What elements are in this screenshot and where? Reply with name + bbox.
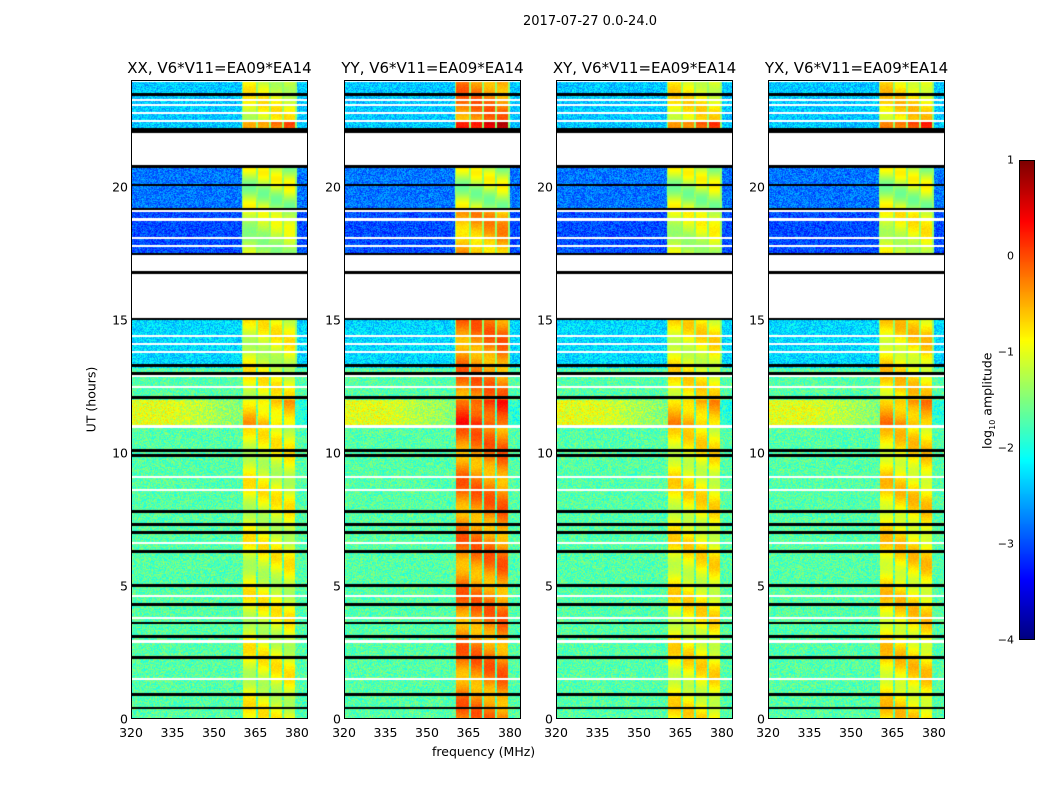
colorbar-tick-label: −3 xyxy=(997,537,1014,551)
y-tick-label: 5 xyxy=(757,578,765,594)
y-tick-label: 0 xyxy=(545,711,553,727)
x-tick-label: 380 xyxy=(498,725,522,740)
x-tick-label: 320 xyxy=(544,725,568,740)
panel-title: XY, V6*V11=EA09*EA14 xyxy=(552,59,737,77)
x-tick-label: 380 xyxy=(922,725,946,740)
heatmap-cells xyxy=(132,81,307,718)
x-tick-label: 365 xyxy=(668,725,693,740)
heatmap-cells xyxy=(769,81,944,718)
x-tick-label: 350 xyxy=(627,725,651,740)
heatmap-cells xyxy=(345,81,520,718)
x-tick-label: 335 xyxy=(585,725,610,740)
y-tick-label: 15 xyxy=(537,312,553,328)
y-axis-label: UT (hours) xyxy=(83,366,99,433)
y-tick-label: 5 xyxy=(545,578,553,594)
colorbar-tick-label: −2 xyxy=(997,441,1014,455)
y-tick-label: 10 xyxy=(537,445,553,461)
y-tick-label: 10 xyxy=(749,445,765,461)
y-tick-label: 15 xyxy=(325,312,341,328)
y-tick-label: 5 xyxy=(333,578,341,594)
y-tick-label: 5 xyxy=(120,578,128,594)
y-tick-label: 10 xyxy=(112,445,128,461)
y-tick-label: 0 xyxy=(757,711,765,727)
x-tick-label: 365 xyxy=(880,725,905,740)
panel-title: YY, V6*V11=EA09*EA14 xyxy=(341,59,524,77)
colorbar-tick-label: −4 xyxy=(997,633,1014,647)
x-tick-label: 380 xyxy=(710,725,734,740)
x-tick-label: 320 xyxy=(119,725,143,740)
x-tick-label: 365 xyxy=(243,725,268,740)
y-tick-label: 0 xyxy=(333,711,341,727)
x-axis-label: frequency (MHz) xyxy=(432,744,536,759)
x-tick-label: 320 xyxy=(332,725,356,740)
x-tick-label: 335 xyxy=(373,725,398,740)
y-tick-label: 20 xyxy=(112,179,128,194)
panel-title: YX, V6*V11=EA09*EA14 xyxy=(764,59,949,77)
y-tick-label: 20 xyxy=(537,179,553,194)
y-tick-label: 20 xyxy=(325,179,341,194)
figure-title: 2017-07-27 0.0-24.0 xyxy=(523,14,657,29)
y-tick-label: 15 xyxy=(749,312,765,328)
heatmap-panel xyxy=(344,80,521,719)
panel-title: XX, V6*V11=EA09*EA14 xyxy=(127,59,312,77)
colorbar-tick-label: −1 xyxy=(997,345,1014,359)
colorbar xyxy=(1019,160,1035,640)
heatmap-panel xyxy=(768,80,945,719)
x-tick-label: 335 xyxy=(160,725,185,740)
y-tick-label: 0 xyxy=(120,711,128,727)
x-tick-label: 350 xyxy=(839,725,863,740)
x-tick-label: 350 xyxy=(415,725,439,740)
y-tick-label: 15 xyxy=(112,312,128,328)
y-tick-label: 20 xyxy=(749,179,765,194)
x-tick-label: 380 xyxy=(285,725,309,740)
colorbar-tick-label: 1 xyxy=(1007,153,1014,167)
x-tick-label: 335 xyxy=(797,725,822,740)
y-tick-label: 10 xyxy=(325,445,341,461)
heatmap-panel xyxy=(556,80,733,719)
x-tick-label: 365 xyxy=(456,725,481,740)
colorbar-label: log10 amplitude xyxy=(979,352,997,449)
heatmap-panel xyxy=(131,80,308,719)
colorbar-tick-label: 0 xyxy=(1007,249,1014,263)
heatmap-cells xyxy=(557,81,732,718)
x-tick-label: 320 xyxy=(756,725,780,740)
x-tick-label: 350 xyxy=(202,725,226,740)
